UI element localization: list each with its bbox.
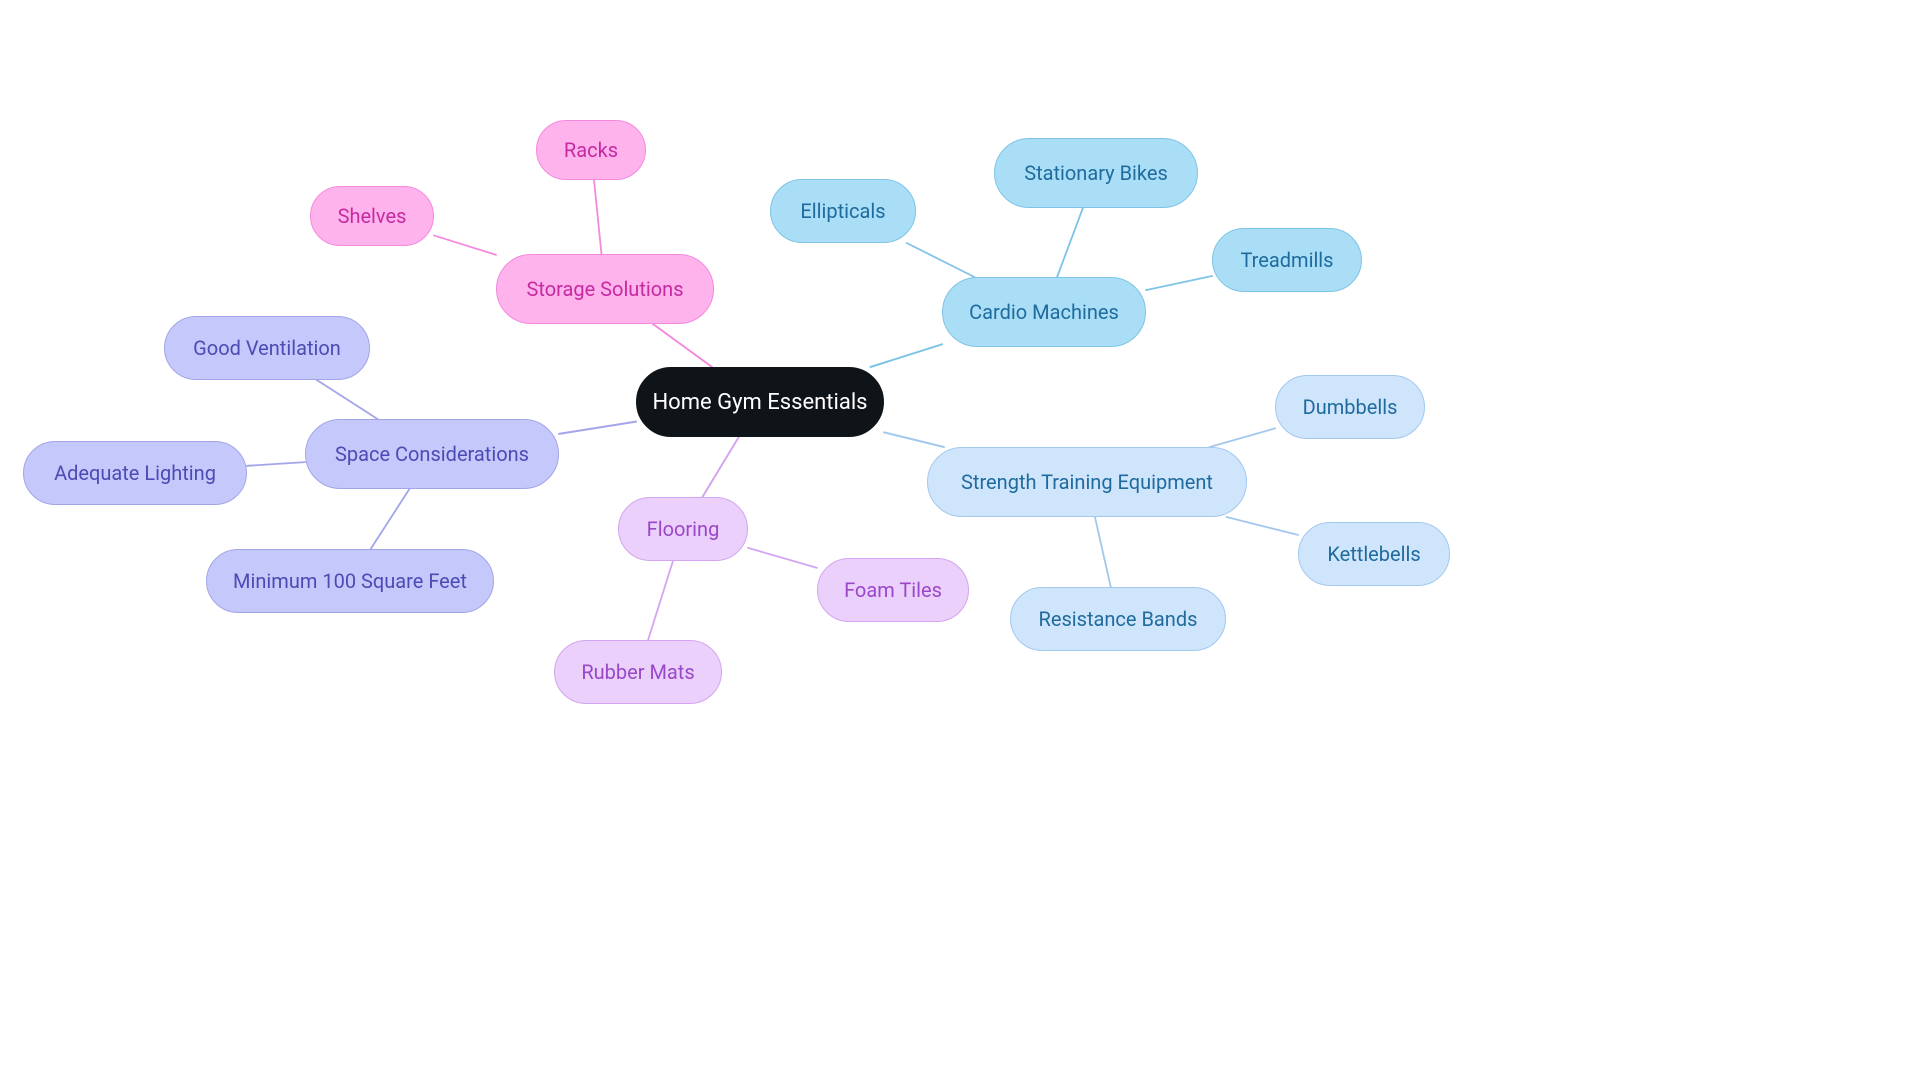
node-root-label: Home Gym Essentials (652, 390, 867, 415)
node-sqfeet-label: Minimum 100 Square Feet (233, 569, 467, 593)
node-strength: Strength Training Equipment (927, 447, 1247, 517)
node-sqfeet: Minimum 100 Square Feet (206, 549, 494, 613)
node-stationary-label: Stationary Bikes (1024, 161, 1168, 185)
node-kettlebells-label: Kettlebells (1327, 542, 1420, 566)
node-stationary: Stationary Bikes (994, 138, 1198, 208)
node-cardio: Cardio Machines (942, 277, 1146, 347)
node-space: Space Considerations (305, 419, 559, 489)
node-ellipticals-label: Ellipticals (800, 199, 885, 223)
node-foamtiles-label: Foam Tiles (844, 578, 942, 602)
node-treadmills: Treadmills (1212, 228, 1362, 292)
node-root: Home Gym Essentials (636, 367, 884, 437)
node-ventilation: Good Ventilation (164, 316, 370, 380)
node-space-label: Space Considerations (335, 442, 529, 466)
node-lighting-label: Adequate Lighting (54, 461, 216, 485)
node-bands-label: Resistance Bands (1039, 607, 1198, 631)
node-racks-label: Racks (564, 138, 618, 162)
node-shelves: Shelves (310, 186, 434, 246)
node-storage-label: Storage Solutions (526, 277, 683, 301)
node-strength-label: Strength Training Equipment (961, 470, 1213, 494)
node-shelves-label: Shelves (338, 204, 407, 228)
node-dumbbells: Dumbbells (1275, 375, 1425, 439)
node-racks: Racks (536, 120, 646, 180)
node-cardio-label: Cardio Machines (969, 300, 1119, 324)
node-storage: Storage Solutions (496, 254, 714, 324)
node-kettlebells: Kettlebells (1298, 522, 1450, 586)
node-rubbermats-label: Rubber Mats (581, 660, 694, 684)
node-lighting: Adequate Lighting (23, 441, 247, 505)
node-dumbbells-label: Dumbbells (1303, 395, 1398, 419)
node-ellipticals: Ellipticals (770, 179, 916, 243)
mindmap-canvas: Home Gym Essentials Cardio Machines Elli… (0, 0, 1920, 1083)
node-treadmills-label: Treadmills (1240, 248, 1333, 272)
node-ventilation-label: Good Ventilation (193, 336, 341, 360)
node-flooring: Flooring (618, 497, 748, 561)
edges-layer (0, 0, 1920, 1083)
node-flooring-label: Flooring (647, 517, 720, 541)
node-foamtiles: Foam Tiles (817, 558, 969, 622)
node-rubbermats: Rubber Mats (554, 640, 722, 704)
node-bands: Resistance Bands (1010, 587, 1226, 651)
